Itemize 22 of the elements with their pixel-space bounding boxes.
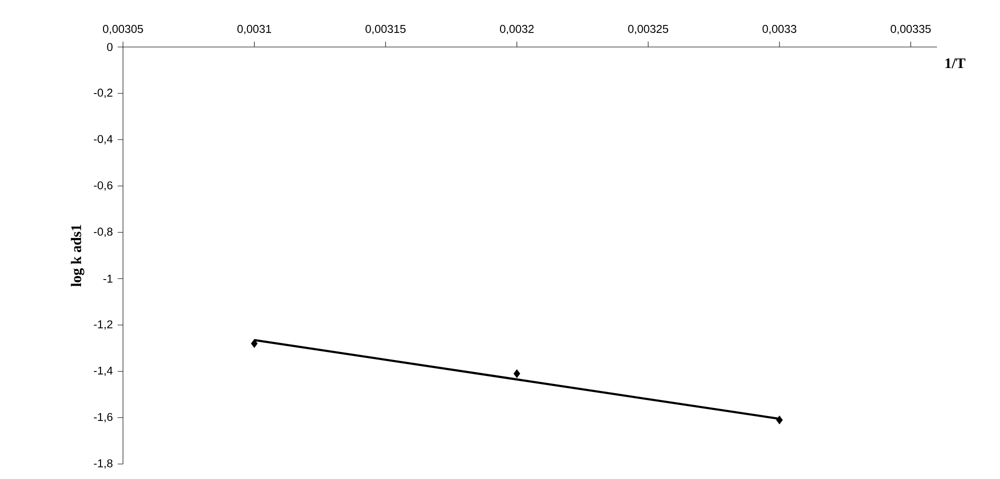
y-tick-label: -0,4: [94, 134, 113, 144]
x-tick-label: 0,0032: [500, 24, 534, 34]
y-tick-label: -0,8: [94, 228, 112, 238]
y-tick-label: -1,6: [94, 412, 112, 422]
y-tick-label: 0: [107, 42, 113, 52]
x-tick-label: 0,00335: [890, 24, 931, 34]
point: [251, 339, 258, 348]
y-tick-label: -0,2: [94, 88, 112, 98]
x-tick-label: 0,00305: [102, 24, 144, 34]
y-tick-label: -1,8: [94, 459, 112, 469]
y-tick-label: -1,2: [94, 320, 112, 330]
point: [776, 416, 783, 424]
x-axis-title: 1/T: [946, 58, 966, 68]
x-tick-label: 0,00325: [628, 24, 668, 34]
y-tick-label: -0,6: [94, 181, 112, 191]
y-axis-title: log k ads1: [70, 224, 84, 287]
point: [514, 369, 520, 378]
x-tick-label: 0,0031: [237, 24, 272, 34]
x-tick-label: 0,00315: [366, 24, 406, 34]
y-tick-label: -1: [103, 274, 112, 283]
x-tick-label: 0,0033: [762, 24, 796, 34]
y-tick-label: -1,4: [94, 366, 113, 376]
